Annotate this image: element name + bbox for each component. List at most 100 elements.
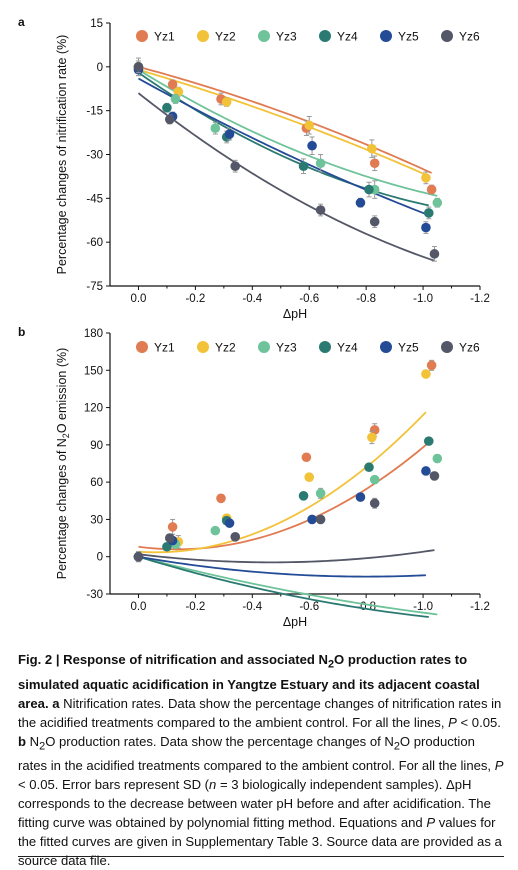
y-tick-label: -75 bbox=[86, 281, 103, 293]
y-tick-label: -30 bbox=[86, 150, 103, 162]
fit-curve-yz6 bbox=[138, 549, 435, 564]
legend-marker-yz4 bbox=[319, 30, 331, 42]
fit-curve-yz4 bbox=[138, 555, 429, 618]
data-point-yz4 bbox=[423, 208, 434, 218]
x-tick-label: -0.4 bbox=[242, 601, 262, 613]
data-point-yz6 bbox=[230, 532, 241, 542]
figure-caption: Fig. 2 | Response of nitrification and a… bbox=[18, 650, 504, 870]
data-point-yz1 bbox=[167, 79, 178, 90]
data-point-yz2 bbox=[421, 173, 431, 183]
legend-label-yz6: Yz6 bbox=[459, 341, 480, 355]
data-point-yz3 bbox=[210, 123, 221, 133]
data-point-yz2 bbox=[173, 86, 184, 97]
data-point-yz6 bbox=[369, 498, 380, 509]
data-point-yz4 bbox=[298, 491, 309, 501]
legend-label-yz6: Yz6 bbox=[459, 30, 480, 44]
caption-n-text: = 3 biologically independent samples). Δ… bbox=[18, 777, 491, 831]
data-point-yz3 bbox=[315, 488, 326, 499]
data-point-yz4 bbox=[162, 102, 172, 113]
data-point-yz4 bbox=[162, 541, 172, 552]
data-point-yz1 bbox=[426, 360, 437, 371]
legend-marker-yz5 bbox=[380, 341, 392, 353]
y-tick-label: 180 bbox=[84, 328, 103, 340]
legend-marker-yz4 bbox=[319, 341, 331, 353]
y-tick-label: 120 bbox=[84, 403, 103, 415]
x-tick-label: -0.8 bbox=[356, 293, 376, 305]
data-point-yz3 bbox=[315, 158, 326, 169]
data-point-yz2 bbox=[421, 369, 431, 379]
data-point-yz5 bbox=[307, 514, 317, 525]
panel-a-chart: 15 0 -15 -30 -45 -60 -75 0.0 -0.2 -0.4 -0.6 -0.8 -1.… bbox=[18, 15, 490, 321]
data-point-yz6 bbox=[429, 249, 440, 259]
data-point-yz6 bbox=[315, 514, 326, 525]
y-tick-label: -15 bbox=[86, 106, 103, 118]
x-tick-label: 0.0 bbox=[130, 293, 146, 305]
data-point-yz5 bbox=[307, 140, 317, 151]
data-point-yz5 bbox=[421, 466, 431, 476]
caption-p-symbol-b: P bbox=[494, 758, 504, 774]
data-point-yz2 bbox=[304, 120, 315, 131]
data-point-yz1 bbox=[167, 522, 178, 532]
y-tick-label: 150 bbox=[84, 365, 103, 377]
y-tick-label: 90 bbox=[90, 440, 103, 452]
data-point-yz6 bbox=[429, 471, 440, 481]
fit-curve-yz1 bbox=[138, 65, 432, 174]
legend-marker-yz6 bbox=[441, 30, 453, 42]
data-point-yz6 bbox=[133, 62, 144, 72]
caption-part-b-label: b bbox=[18, 733, 26, 749]
data-point-yz2 bbox=[304, 472, 315, 482]
data-point-yz4 bbox=[298, 161, 309, 171]
panel-label: b bbox=[18, 325, 25, 339]
data-point-yz3 bbox=[432, 197, 443, 208]
legend-label-yz2: Yz2 bbox=[215, 341, 236, 355]
y-axis-label: Percentage changes of N2O emission (%) bbox=[55, 348, 71, 580]
x-tick-label: -0.6 bbox=[299, 293, 319, 305]
x-axis-label: ΔpH bbox=[283, 615, 307, 629]
y-tick-label: 15 bbox=[90, 18, 103, 30]
data-point-yz5 bbox=[224, 129, 235, 139]
caption-part-b-text: N2O production rates. Data show the perc… bbox=[18, 733, 492, 774]
data-point-yz5 bbox=[355, 197, 366, 208]
legend-label-yz4: Yz4 bbox=[337, 341, 358, 355]
figure-canvas: 150 -15 -30 -45 -60 -75 0.0 -0.2 -0.4 -0.6 -0.8 -1.… bbox=[18, 15, 490, 629]
data-point-yz3 bbox=[369, 474, 380, 485]
y-tick-label: -60 bbox=[86, 237, 103, 249]
data-point-yz5 bbox=[421, 222, 431, 233]
fit-curve-yz5 bbox=[138, 555, 426, 578]
legend-label-yz3: Yz3 bbox=[276, 341, 297, 355]
y-tick-label: -30 bbox=[86, 589, 103, 601]
data-point-yz1 bbox=[301, 452, 312, 463]
legend-label-yz3: Yz3 bbox=[276, 30, 297, 44]
legend-marker-yz3 bbox=[258, 30, 270, 42]
legend-label-yz4: Yz4 bbox=[337, 30, 358, 44]
legend-label-yz1: Yz1 bbox=[154, 341, 175, 355]
x-tick-label: -1.0 bbox=[413, 601, 433, 613]
data-point-yz5 bbox=[355, 492, 366, 502]
data-point-yz1 bbox=[216, 493, 226, 504]
x-tick-label: -0.4 bbox=[242, 293, 262, 305]
fit-curve-yz1 bbox=[138, 439, 433, 551]
data-point-yz1 bbox=[426, 184, 437, 195]
y-tick-label: -45 bbox=[86, 193, 103, 205]
legend-label-yz2: Yz2 bbox=[215, 30, 236, 44]
data-point-yz3 bbox=[210, 525, 221, 536]
x-tick-label: -1.2 bbox=[470, 601, 490, 613]
fit-curve-yz5 bbox=[138, 77, 427, 215]
caption-p-value: < 0.05. bbox=[460, 714, 501, 730]
caption-n-symbol: n bbox=[209, 777, 217, 793]
legend-marker-yz3 bbox=[258, 341, 270, 353]
caption-part-a-label: a bbox=[52, 695, 60, 711]
caption-rule bbox=[18, 856, 504, 857]
y-tick-label: 60 bbox=[90, 477, 103, 489]
x-tick-label: -0.2 bbox=[185, 293, 205, 305]
caption-title: Fig. 2 | Response of nitrification and a… bbox=[18, 652, 480, 711]
data-point-yz6 bbox=[230, 161, 241, 171]
y-tick-label: 30 bbox=[90, 514, 103, 526]
y-axis-label: Percentage changes of nitrification rate… bbox=[55, 35, 69, 275]
caption-p-symbol-c: P bbox=[426, 815, 436, 831]
legend-marker-yz1 bbox=[136, 341, 148, 353]
x-tick-label: -1.2 bbox=[470, 293, 490, 305]
data-point-yz4 bbox=[364, 462, 374, 473]
data-point-yz2 bbox=[367, 432, 377, 443]
